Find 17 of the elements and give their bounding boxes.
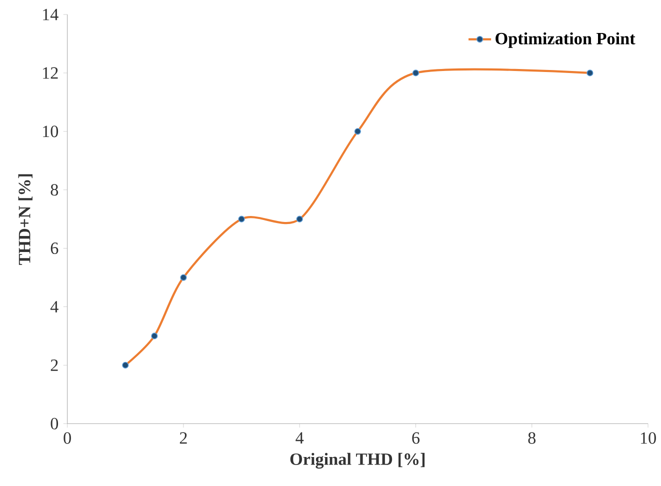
y-axis-title: THD+N [%] — [18, 174, 32, 265]
y-tick-label: 8 — [50, 184, 58, 196]
y-tick-label: 6 — [50, 242, 58, 254]
y-tick-label: 2 — [50, 360, 58, 371]
legend-label: Optimization Point — [496, 32, 636, 48]
x-tick-label: 2 — [180, 432, 187, 444]
x-tick-label: 4 — [296, 432, 304, 444]
x-tick-label: 8 — [528, 432, 536, 444]
x-tick-label: 6 — [412, 432, 420, 444]
y-tick-label: 4 — [50, 301, 58, 312]
y-tick-label: 14 — [43, 8, 58, 20]
x-axis-title: Original THD [%] — [290, 452, 425, 469]
x-tick-label: 0 — [64, 432, 71, 444]
y-tick-label: 10 — [43, 126, 58, 138]
x-tick-label: 10 — [640, 432, 656, 444]
y-tick-label: 12 — [43, 67, 58, 79]
y-tick-label: 0 — [50, 418, 58, 430]
